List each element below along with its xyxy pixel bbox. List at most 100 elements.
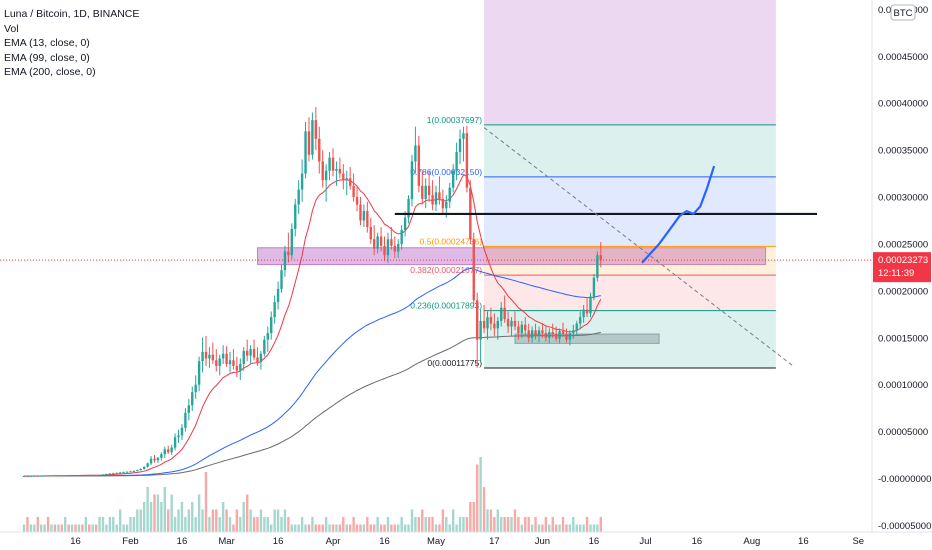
candle [390, 227, 393, 250]
indicator-ema-99[interactable]: EMA (99, close, 0) [4, 51, 90, 64]
candle-body [558, 331, 561, 339]
candle [421, 170, 424, 205]
volume-bar [475, 464, 479, 532]
candle [434, 185, 438, 212]
candle-body [204, 351, 208, 359]
volume-bar [568, 524, 572, 532]
volume-bar [160, 502, 163, 532]
volume-bar [215, 509, 218, 532]
candle [318, 126, 321, 174]
candle [115, 472, 118, 474]
candle-body [544, 333, 548, 338]
volume-bar [153, 494, 156, 532]
candle [524, 317, 527, 336]
candle [39, 475, 43, 477]
volume-bar [239, 517, 242, 532]
volume-bar [376, 517, 379, 532]
price-tick-label: 0.00010000 [878, 380, 928, 391]
indicator-ema-200[interactable]: EMA (200, close, 0) [4, 66, 96, 79]
volume-bar [70, 524, 74, 532]
candle [589, 292, 592, 318]
volume-bar [496, 509, 499, 532]
candle [307, 117, 311, 162]
candle-body [565, 334, 568, 340]
volume-bar [304, 524, 307, 532]
indicator-ema-13[interactable]: EMA (13, close, 0) [4, 37, 90, 50]
volume-bar [74, 524, 77, 532]
candle [383, 236, 386, 261]
volume-bar [506, 517, 510, 532]
fib-zone [484, 246, 776, 276]
candle [400, 225, 403, 250]
candle [81, 474, 84, 477]
currency-badge[interactable]: BTC [890, 4, 916, 21]
volume-bar [201, 509, 204, 532]
volume-bar [287, 517, 290, 532]
volume-bar [276, 509, 280, 532]
candle-body [300, 173, 304, 190]
candle [280, 264, 283, 293]
volume-bar [64, 517, 67, 532]
volume-bar [373, 524, 376, 532]
candle-body [64, 475, 67, 477]
volume-bar [596, 524, 599, 532]
candle-body [304, 131, 307, 174]
candle-body [510, 320, 513, 327]
indicator-vol[interactable]: Vol [4, 22, 19, 35]
candle-body [307, 131, 311, 155]
price-projection-path [641, 165, 716, 264]
candle-body [283, 251, 287, 271]
candle-body [592, 277, 596, 297]
current-price-tag: 0.00023273 12:11:39 [873, 252, 931, 283]
candle-body [355, 197, 359, 205]
volume-bar [451, 509, 455, 532]
candle [369, 217, 372, 244]
volume-bar [517, 517, 520, 532]
candle [88, 474, 91, 477]
candle [359, 197, 362, 226]
candle-body [462, 133, 465, 139]
volume-bar [108, 517, 112, 532]
volume-bar [455, 524, 458, 532]
volume-bars [22, 457, 602, 532]
candle-body [465, 133, 469, 188]
candle [534, 323, 537, 340]
candle-body [407, 198, 410, 218]
volume-bar [81, 524, 84, 532]
candle [276, 281, 280, 310]
volume-bar [390, 524, 393, 532]
price-tick-label: 0.00025000 [878, 239, 928, 250]
candle-body [379, 236, 383, 246]
candle-body [115, 472, 118, 474]
candle-body [228, 360, 232, 365]
symbol-title: Luna / Bitcoin, 1D, BINANCE [4, 8, 140, 20]
volume-bar [328, 524, 331, 532]
candle-body [221, 353, 225, 359]
price-tick-label: 0.00030000 [878, 193, 928, 204]
candle-body [184, 412, 187, 428]
candle-body [218, 358, 221, 366]
candle [486, 311, 489, 340]
candle [561, 322, 565, 337]
candle-body [232, 360, 235, 366]
candle [554, 326, 558, 342]
candle [328, 152, 331, 181]
time-tick-label: May [427, 536, 445, 547]
candle [91, 474, 94, 476]
trend-line [483, 127, 794, 367]
volume-bar [589, 524, 592, 532]
volume-bar [342, 517, 345, 532]
candle-body [88, 475, 91, 477]
candle-body [118, 472, 122, 474]
candle-body [26, 475, 29, 477]
candle [283, 245, 287, 277]
candle [386, 232, 390, 263]
candle [551, 323, 554, 338]
volume-bar [462, 517, 465, 532]
candle [335, 161, 338, 186]
volume-bar [489, 509, 493, 532]
candle [376, 232, 379, 254]
candle [208, 347, 211, 368]
candle [53, 475, 57, 477]
